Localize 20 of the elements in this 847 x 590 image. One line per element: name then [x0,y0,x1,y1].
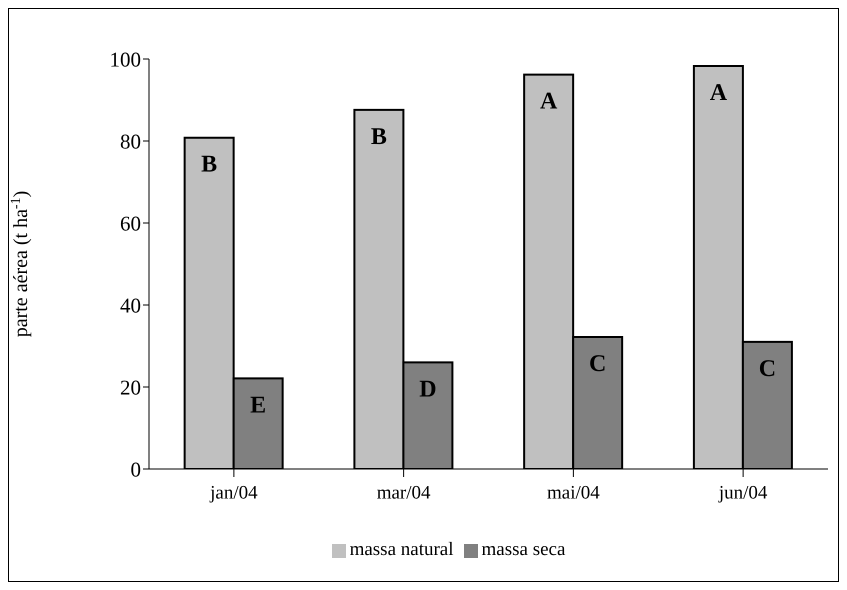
data-label: E [250,392,266,418]
data-label: A [540,88,558,115]
y-tick-label: 80 [120,129,141,154]
y-tick-label: 60 [120,211,141,236]
x-tick-label: mai/04 [546,482,600,504]
data-label: B [370,124,387,150]
x-tick-label: mar/04 [376,482,432,504]
x-tick-label: jan/04 [209,482,258,504]
legend-label: massa seca [482,539,566,560]
y-tick-label: 100 [110,47,141,72]
data-label: B [201,152,218,178]
data-label: A [710,80,728,106]
y-tick-label: 0 [130,457,141,482]
x-tick-label: jun/04 [718,482,768,504]
data-label: D [419,376,437,402]
y-tick-label: 40 [120,293,141,318]
data-label: C [588,350,606,377]
legend-label: massa natural [350,539,454,560]
y-tick-label: 20 [120,375,141,400]
data-label: C [758,356,776,382]
